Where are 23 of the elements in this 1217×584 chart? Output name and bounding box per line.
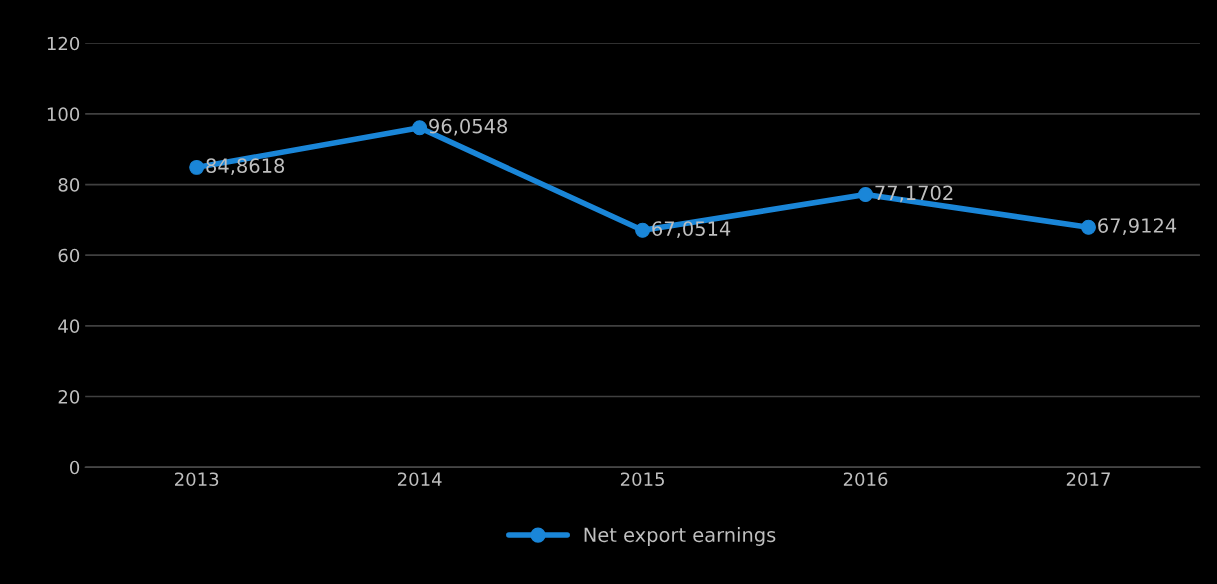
data-label: 96,0548: [429, 118, 508, 136]
data-label: 67,0514: [652, 221, 731, 238]
data-label: 67,9124: [1098, 218, 1177, 235]
x-tick-label: 2017: [1066, 472, 1110, 487]
point: [189, 159, 205, 175]
legend-label: Net export earnings: [584, 527, 776, 546]
point: [412, 120, 428, 136]
point: [1081, 219, 1096, 235]
x-tick-label: 2016: [843, 472, 888, 487]
point: [858, 187, 873, 203]
x-tick-label: 2014: [397, 472, 442, 487]
point: [635, 222, 651, 238]
y-tick-label: 120: [47, 36, 80, 51]
y-tick-label: 40: [58, 319, 80, 333]
data-label: 84,8618: [206, 158, 285, 175]
x-tick-label: 2013: [175, 472, 219, 487]
x-tick-label: 2015: [620, 472, 664, 487]
y-tick-label: 0: [70, 460, 80, 475]
y-tick-label: 60: [58, 248, 80, 263]
y-tick-label: 80: [58, 178, 80, 192]
y-tick-label: 20: [58, 390, 80, 404]
y-tick-label: 100: [47, 107, 80, 121]
data-label: 77,1702: [875, 185, 953, 203]
